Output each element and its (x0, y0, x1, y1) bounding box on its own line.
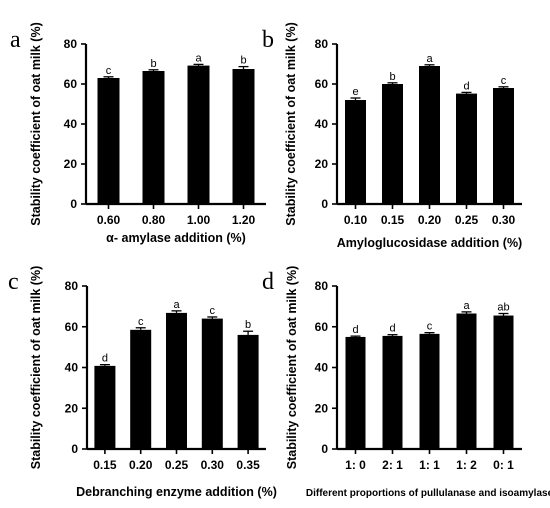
y-tick-label: 80 (64, 37, 78, 51)
significance-label: a (195, 52, 202, 64)
y-tick-label: 80 (315, 279, 329, 293)
x-tick-label: 0.20 (129, 458, 153, 472)
y-tick-label: 80 (65, 279, 79, 293)
x-tick-label: 0.15 (93, 458, 117, 472)
x-tick-label: 0.30 (492, 213, 516, 227)
y-axis-label: Stability coefficient of oat milk (%) (29, 266, 43, 470)
bar (345, 100, 366, 204)
bar (493, 88, 514, 204)
y-tick-label: 60 (315, 77, 329, 91)
y-tick-label: 60 (315, 320, 329, 334)
x-tick-label: 0.25 (455, 213, 479, 227)
significance-label: c (427, 321, 433, 333)
bar (237, 334, 259, 449)
y-tick-label: 40 (64, 117, 78, 131)
significance-label: a (463, 300, 470, 312)
bar (382, 335, 403, 449)
x-tick-label: 1: 1 (419, 458, 440, 472)
y-tick-label: 40 (315, 361, 329, 375)
significance-label: c (210, 305, 216, 317)
x-tick-label: 1.00 (187, 213, 211, 227)
significance-label: a (426, 53, 433, 65)
x-axis-label: Different proportions of pullulanase and… (306, 488, 550, 499)
x-tick-label: 1.20 (232, 213, 256, 227)
x-tick-label: 0: 1 (493, 458, 514, 472)
panel-c: c d 0.15 c 0.20 a 0.25 c 0.30 b 0.35 0 20 40 60 80 Debra… (8, 266, 277, 499)
panel-d: d d 1: 0 d 2: 1 c 1: 1 a 1: 2 ab 0: 1 0 20 40 60 80 Diff… (262, 266, 550, 499)
y-tick-label: 40 (65, 361, 79, 375)
x-tick-label: 0.25 (165, 458, 189, 472)
x-tick-label: 0.35 (236, 458, 260, 472)
bar (382, 84, 403, 204)
significance-label: d (102, 353, 108, 365)
y-tick-label: 20 (64, 157, 78, 171)
bar (166, 312, 187, 449)
y-axis-label: Stability coefficient of oat milk (%) (284, 22, 298, 226)
y-tick-label: 0 (321, 442, 328, 456)
x-tick-label: 2: 1 (382, 458, 403, 472)
x-axis-label: Debranching enzyme addition (%) (76, 485, 277, 499)
x-tick-label: 0.80 (142, 213, 166, 227)
bar (419, 333, 440, 449)
significance-label: c (138, 316, 144, 328)
y-tick-label: 0 (71, 442, 78, 456)
significance-label: d (352, 324, 358, 336)
bar (456, 313, 477, 449)
y-tick-label: 60 (64, 77, 78, 91)
y-tick-label: 20 (65, 401, 79, 415)
x-axis-label: α- amylase addition (%) (106, 231, 246, 245)
y-tick-label: 0 (321, 197, 328, 211)
bar (232, 69, 255, 204)
y-axis-label: Stability coefficient of oat milk (%) (29, 22, 43, 226)
panel-letter: c (8, 269, 19, 295)
bar (130, 329, 152, 449)
panel-letter: b (262, 27, 274, 53)
bar (201, 318, 223, 449)
significance-label: d (389, 323, 395, 335)
significance-label: c (106, 65, 112, 77)
y-tick-label: 40 (315, 117, 329, 131)
significance-label: b (245, 319, 251, 331)
bar (345, 336, 366, 449)
y-axis-label: Stability coefficient of oat milk (%) (285, 266, 299, 470)
x-axis-label: Amyloglucosidase addition (%) (337, 236, 522, 250)
significance-label: b (150, 58, 156, 70)
significance-label: e (352, 86, 358, 98)
y-tick-label: 80 (315, 37, 329, 51)
bar (493, 315, 514, 449)
significance-label: c (501, 75, 507, 87)
x-tick-label: 0.60 (97, 213, 121, 227)
bar (187, 65, 210, 204)
significance-label: a (173, 299, 180, 311)
significance-label: d (463, 80, 469, 92)
panel-letter: a (10, 27, 21, 53)
x-tick-label: 0.20 (418, 213, 442, 227)
panel-b: b e 0.10 b 0.15 a 0.20 d 0.25 c 0.30 0 20 40 60 80 Amylo… (262, 22, 522, 250)
bar (97, 78, 120, 204)
bar (456, 93, 477, 204)
bar (142, 71, 165, 204)
y-tick-label: 20 (315, 157, 329, 171)
x-tick-label: 1: 0 (345, 458, 366, 472)
x-tick-label: 0.15 (381, 213, 405, 227)
y-tick-label: 20 (315, 401, 329, 415)
y-tick-label: 0 (70, 197, 77, 211)
y-tick-label: 60 (65, 320, 79, 334)
panel-letter: d (262, 269, 274, 295)
significance-label: b (240, 55, 246, 67)
significance-label: b (389, 71, 395, 83)
x-tick-label: 0.10 (344, 213, 368, 227)
x-tick-label: 0.30 (201, 458, 225, 472)
x-tick-label: 1: 2 (456, 458, 477, 472)
bar (419, 66, 440, 204)
significance-label: ab (497, 302, 509, 314)
bar (94, 365, 116, 449)
panel-a: a c 0.60 b 0.80 a 1.00 b 1.20 0 20 40 60 80 α- amylase… (10, 22, 266, 245)
